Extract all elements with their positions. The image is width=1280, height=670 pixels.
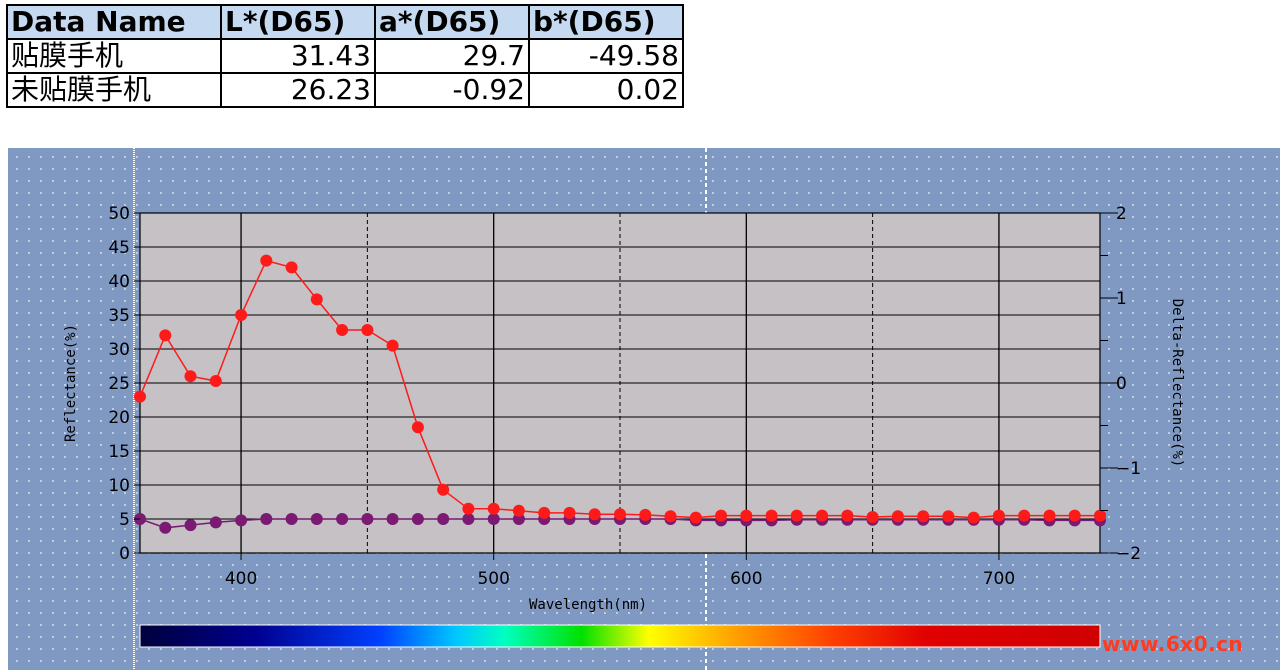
data-point	[512, 504, 525, 517]
data-point	[184, 519, 197, 532]
data-point	[1018, 509, 1031, 522]
data-point	[487, 502, 500, 515]
data-point	[437, 513, 450, 525]
data-point	[664, 510, 677, 523]
y-tick-label: 20	[108, 408, 130, 428]
data-point	[715, 509, 728, 522]
header-a: a*(D65)	[374, 4, 530, 40]
data-point	[411, 513, 424, 525]
y-tick-label: 35	[108, 306, 130, 326]
data-point	[310, 513, 323, 525]
data-point	[361, 513, 374, 525]
data-point	[159, 329, 172, 342]
y-tick-label: 5	[119, 510, 130, 530]
y2-tick-label: 0	[1116, 374, 1127, 394]
x-tick-label: 600	[730, 569, 762, 589]
data-point	[184, 370, 197, 383]
data-point	[462, 502, 475, 515]
table-row: 贴膜手机 31.43 29.7 -49.58	[6, 38, 684, 74]
y2-tick-label: −1	[1116, 459, 1141, 479]
x-tick-label: 700	[983, 569, 1015, 589]
data-point	[285, 513, 298, 525]
watermark: www.6x0.cn	[1102, 632, 1244, 656]
data-point	[411, 421, 424, 434]
x-axis-title: Wavelength(nm)	[529, 597, 647, 613]
data-point	[639, 508, 652, 521]
data-point	[891, 510, 904, 523]
data-point	[512, 513, 525, 525]
data-point	[386, 513, 399, 525]
data-point	[209, 516, 222, 529]
y2-axis-title: Delta-Reflectance(%)	[1169, 299, 1185, 468]
data-point	[740, 509, 753, 522]
data-point	[689, 511, 702, 524]
data-point	[209, 375, 222, 387]
data-point	[361, 324, 374, 336]
data-point	[1094, 509, 1106, 522]
data-point	[336, 324, 349, 336]
y-tick-label: 45	[108, 238, 130, 258]
row-a-value: -0.92	[374, 72, 530, 108]
data-point	[917, 510, 930, 523]
data-point	[260, 254, 273, 267]
data-point	[1068, 509, 1081, 522]
data-point	[967, 511, 980, 524]
data-point	[159, 521, 172, 534]
y-tick-label: 50	[108, 204, 130, 224]
row-a-value: 29.7	[374, 38, 530, 74]
row-l-value: 26.23	[220, 72, 376, 108]
data-point	[790, 509, 803, 522]
data-point	[614, 508, 626, 521]
row-b-value: 0.02	[528, 72, 684, 108]
data-point	[235, 309, 248, 321]
y-tick-label: 15	[108, 442, 130, 462]
lab-values-table: Data Name L*(D65) a*(D65) b*(D65) 贴膜手机 3…	[6, 4, 684, 108]
data-point	[765, 509, 778, 522]
y2-tick-label: 2	[1116, 204, 1127, 224]
y-tick-label: 40	[108, 272, 130, 292]
y-tick-label: 0	[119, 544, 130, 564]
y-axis-title: Reflectance(%)	[63, 324, 79, 442]
y2-tick-label: −2	[1116, 544, 1141, 564]
spectrum-color-bar	[139, 624, 1101, 648]
data-point	[563, 506, 576, 519]
y-tick-label: 25	[108, 374, 130, 394]
x-tick-label: 500	[477, 569, 509, 589]
x-tick-label: 400	[225, 569, 257, 589]
data-point	[588, 508, 601, 521]
data-point	[285, 261, 298, 274]
data-point	[992, 509, 1005, 522]
data-point	[134, 390, 146, 403]
data-point	[336, 513, 349, 525]
row-name: 未贴膜手机	[6, 72, 222, 108]
data-point	[462, 513, 475, 525]
data-point	[538, 506, 551, 519]
header-l: L*(D65)	[220, 4, 376, 40]
y2-tick-label: 1	[1116, 289, 1127, 309]
data-point	[235, 514, 248, 527]
row-name: 贴膜手机	[6, 38, 222, 74]
data-point	[260, 513, 273, 525]
data-point	[866, 511, 879, 523]
y-tick-label: 10	[108, 476, 130, 496]
header-b: b*(D65)	[528, 4, 684, 40]
y-tick-label: 30	[108, 340, 130, 360]
row-l-value: 31.43	[220, 38, 376, 74]
table-header-row: Data Name L*(D65) a*(D65) b*(D65)	[6, 4, 684, 40]
header-data-name: Data Name	[6, 4, 222, 40]
data-point	[816, 509, 829, 522]
data-point	[1043, 509, 1056, 522]
data-point	[487, 513, 500, 525]
data-point	[437, 483, 450, 496]
data-point	[310, 293, 323, 306]
chart-panel: 0 5 10 15 20 25 30 35 40 45 50 400 500 600 700 −2 −1 0 1 2 …	[8, 148, 1280, 670]
data-point	[942, 510, 955, 523]
data-point	[386, 339, 399, 352]
data-point	[841, 509, 854, 522]
row-b-value: -49.58	[528, 38, 684, 74]
table-row: 未贴膜手机 26.23 -0.92 0.02	[6, 72, 684, 108]
